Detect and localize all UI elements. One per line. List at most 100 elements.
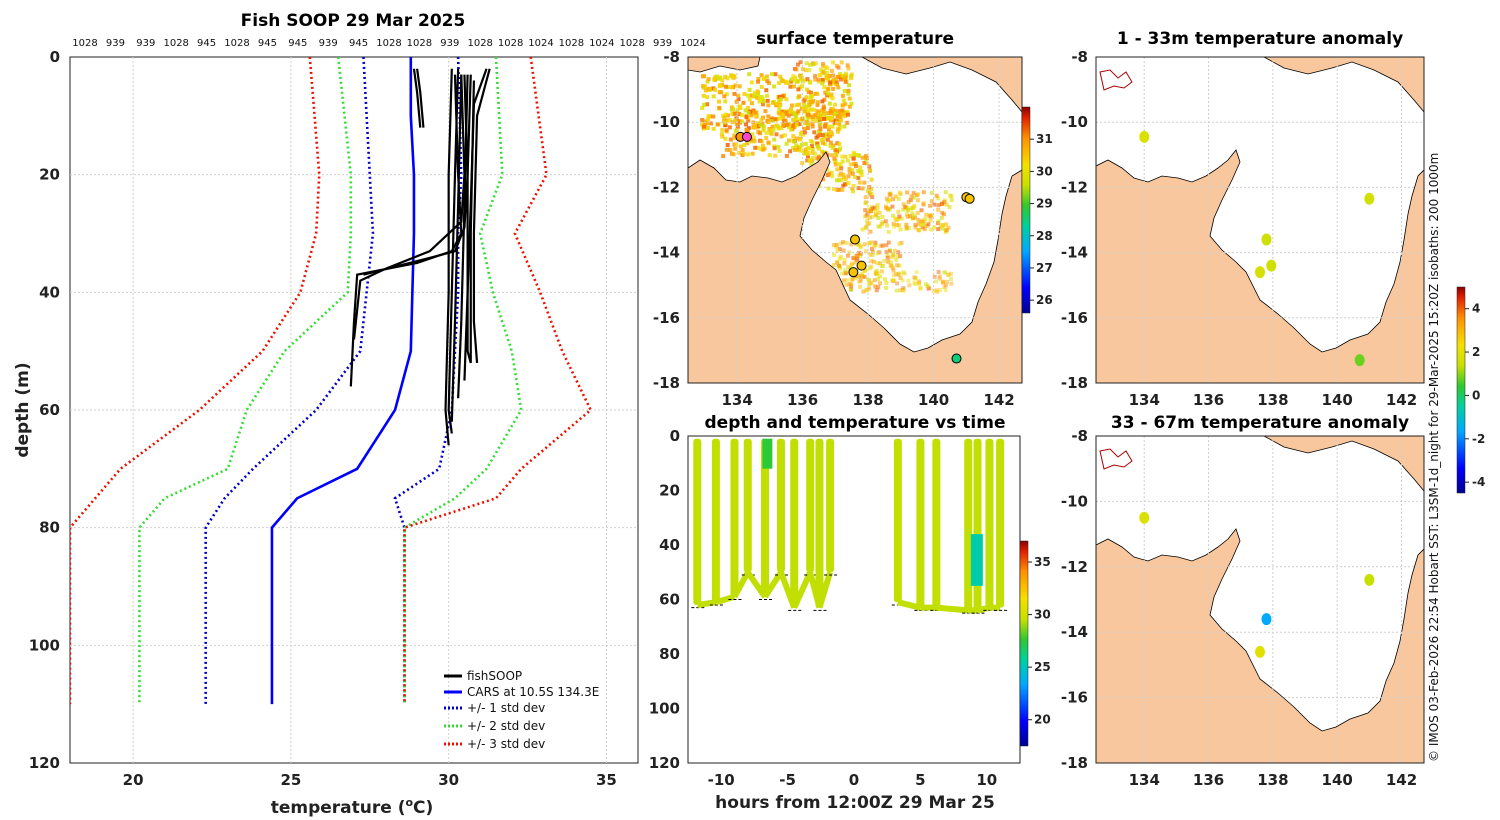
- sst-pixel: [810, 158, 815, 163]
- sst-pixel: [723, 84, 728, 89]
- sst-pixel: [779, 126, 784, 130]
- sst-pixel: [826, 91, 831, 96]
- sst-pixel: [839, 171, 843, 176]
- anomaly1-points: [1139, 130, 1375, 367]
- sst-pixel: [779, 97, 783, 102]
- sst-pixel: [828, 80, 833, 85]
- sst-pixel: [817, 133, 822, 137]
- sst-pixel: [880, 220, 885, 225]
- sst-pixel: [817, 118, 822, 123]
- sst-pixel: [797, 122, 802, 126]
- map-ytick: -16: [1061, 309, 1088, 327]
- fishsoop-profile: [463, 74, 472, 381]
- sst-pixel: [946, 272, 951, 277]
- map-ytick: -14: [653, 244, 680, 262]
- sst-pixel: [937, 274, 942, 279]
- timeseries-xlabel: hours from 12:00Z 29 Mar 25: [715, 793, 995, 813]
- sst-pixel: [829, 116, 834, 120]
- map-xtick: 138: [1257, 771, 1288, 789]
- sst-pixel: [916, 280, 921, 285]
- sst-pixel: [892, 224, 897, 229]
- anomaly2-ticks: 134 136 138 140 142 -8 -10 -12 -14 -16 -18: [1061, 427, 1417, 789]
- profile-cars-lines: [70, 57, 593, 705]
- sst-pixel: [900, 288, 905, 292]
- sst-pixel: [915, 211, 920, 216]
- sst-pixel: [901, 207, 906, 212]
- sst-pixel: [936, 270, 941, 274]
- sst-pixel: [787, 110, 792, 115]
- sst-pixel: [718, 75, 723, 80]
- sst-ticks: 134 136 138 140 142 -8 -10 -12 -14 -16 -18: [653, 48, 1015, 409]
- sst-pixel: [804, 61, 809, 66]
- sst-pixel: [778, 74, 783, 79]
- sst-pixel: [746, 93, 751, 98]
- sst-pixel: [774, 132, 779, 137]
- sst-pixel: [794, 121, 799, 126]
- sst-pixel: [913, 225, 918, 230]
- sst-pixel: [837, 263, 842, 268]
- map-xtick: 136: [1193, 771, 1224, 789]
- sst-pixel: [936, 227, 941, 232]
- sst-pixel: [705, 95, 710, 100]
- sst-pixel: [830, 96, 835, 101]
- sst-pixel: [780, 94, 785, 99]
- sst-pixel: [913, 223, 918, 228]
- sst-pixel: [735, 124, 740, 129]
- sst-pixel: [914, 270, 919, 275]
- profile-top-label: 1028: [559, 38, 584, 49]
- sst-pixel: [803, 78, 807, 83]
- sst-pixel: [702, 74, 707, 79]
- sst-pixel: [841, 98, 846, 103]
- timeseries-cast: [985, 438, 994, 608]
- sst-pixel: [776, 126, 781, 131]
- profile-fishsoop-lines: [349, 68, 491, 446]
- sst-pixel: [791, 74, 796, 79]
- anomaly2-title: 33 - 67m temperature anomaly: [1111, 413, 1409, 433]
- anomaly-colorbar: [1456, 286, 1466, 494]
- map-ytick: -10: [653, 113, 680, 131]
- profile-grid: [70, 57, 638, 763]
- sst-pixel: [760, 143, 765, 148]
- sst-pixel: [864, 161, 869, 166]
- map-ytick: -16: [1061, 689, 1088, 707]
- sst-pixel: [810, 147, 815, 151]
- sst-pixel: [793, 147, 798, 152]
- sst-pixel: [842, 124, 847, 129]
- sst-pixel: [843, 271, 848, 276]
- sst-pixel: [801, 105, 806, 110]
- sst-pixel: [761, 147, 766, 152]
- sst-pixel: [885, 253, 890, 258]
- sst-pixel: [925, 283, 930, 288]
- sst-pixel: [711, 126, 716, 131]
- sst-cb-label: 27: [1036, 261, 1053, 275]
- sst-pixel: [777, 111, 782, 116]
- profile-ticks: 20 25 30 35 0 20 40 60 80 100 120: [29, 48, 617, 789]
- map-ytick: -12: [1061, 178, 1088, 196]
- fishsoop-profile: [447, 68, 460, 434]
- sst-pixel: [863, 195, 868, 200]
- sst-pixel: [793, 78, 797, 83]
- sst-pixel: [860, 227, 865, 232]
- profile-title: Fish SOOP 29 Mar 2025: [241, 11, 466, 31]
- sst-pixel: [845, 110, 850, 114]
- sst-pixel: [838, 241, 843, 246]
- sst-pixel: [905, 208, 910, 212]
- sst-pixel: [815, 109, 820, 114]
- sst-pixel: [907, 214, 912, 219]
- profile-xtick: 30: [438, 771, 459, 789]
- credit-text: © IMOS 03-Feb-2026 22:54 Hobart SST: L3S…: [1427, 153, 1441, 762]
- sst-pixel: [837, 142, 842, 146]
- sst-pixel: [947, 272, 951, 277]
- timeseries-transit: [731, 570, 751, 599]
- sst-pixel: [869, 280, 874, 285]
- sst-pixel: [807, 79, 812, 84]
- sst-pixel: [929, 213, 934, 218]
- sst-pixel: [930, 191, 934, 195]
- sst-pixel: [733, 129, 738, 134]
- sst-pixel: [805, 87, 810, 92]
- sst-pixel: [804, 95, 809, 100]
- sst-pixel: [857, 153, 861, 158]
- sst-pixel: [810, 140, 815, 145]
- sst-pixel: [856, 241, 861, 246]
